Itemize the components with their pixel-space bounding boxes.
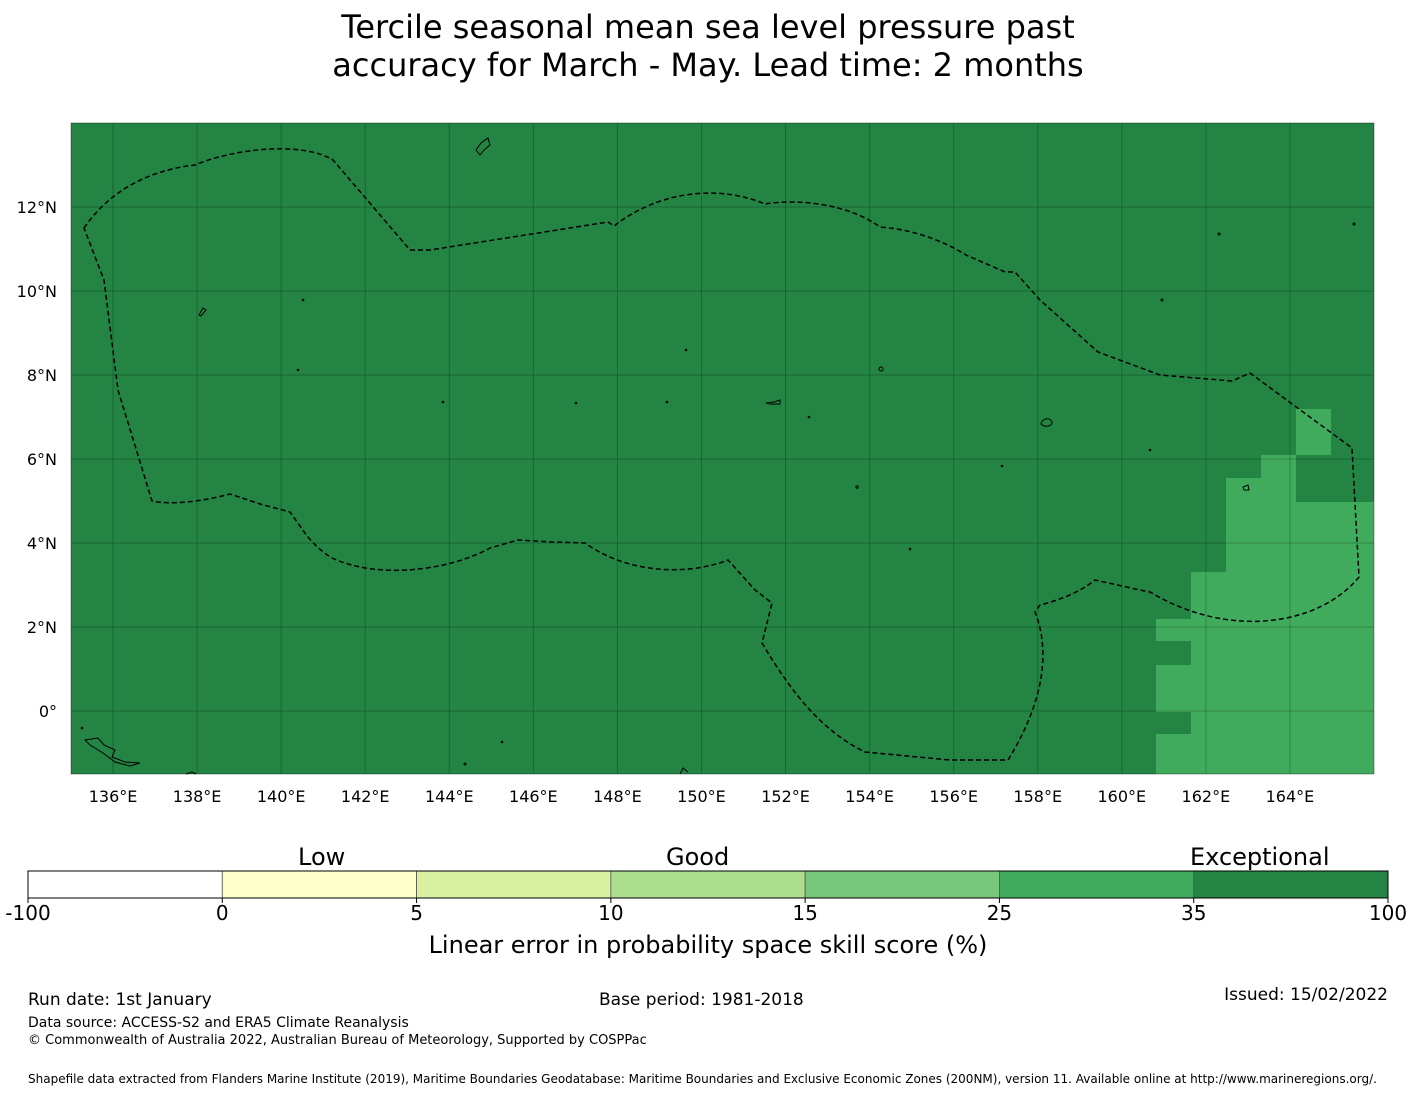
colorbar-group-low: Low <box>298 843 346 871</box>
skill-cell <box>1296 455 1374 502</box>
longitude-tick-label: 138°E <box>173 787 222 806</box>
islet-outline <box>441 400 445 404</box>
longitude-tick-label: 156°E <box>929 787 978 806</box>
colorbar-tick-label: 35 <box>1181 901 1206 925</box>
islet-outline <box>80 726 84 730</box>
colorbar-segment <box>221 870 417 899</box>
longitude-tick-label: 154°E <box>845 787 894 806</box>
colorbar-segment <box>804 870 1000 899</box>
chart-title-line-2: accuracy for March - May. Lead time: 2 m… <box>332 46 1084 84</box>
longitude-tick-label: 142°E <box>341 787 390 806</box>
colorbar-group-exceptional: Exceptional <box>1190 843 1330 871</box>
longitude-tick-label: 146°E <box>509 787 558 806</box>
latitude-tick-label: 0° <box>39 702 57 721</box>
islet-outline <box>1000 464 1004 468</box>
latitude-tick-label: 10°N <box>17 282 57 301</box>
colorbar-segment <box>416 870 612 899</box>
issued-date: Issued: 15/02/2022 <box>1224 985 1388 1005</box>
latitude-tick-label: 2°N <box>27 618 57 637</box>
colorbar-tick-label: 25 <box>987 901 1012 925</box>
skill-cell <box>1331 409 1374 456</box>
longitude-tick-label: 162°E <box>1182 787 1231 806</box>
skill-cell <box>1191 572 1374 622</box>
islet-outline <box>296 368 300 372</box>
colorbar-segment <box>27 870 223 899</box>
palau-island-outline <box>198 307 207 317</box>
new-guinea-coast-outline <box>83 737 141 767</box>
islet-outline <box>574 401 578 405</box>
skill-cell <box>1226 501 1374 573</box>
shapefile-credit: Shapefile data extracted from Flanders M… <box>28 1072 1377 1086</box>
colorbar-segment <box>610 870 806 899</box>
longitude-tick-label: 148°E <box>593 787 642 806</box>
longitude-tick-label: 158°E <box>1013 787 1062 806</box>
islet-outline <box>684 348 688 352</box>
skill-cell <box>1156 688 1374 712</box>
longitude-tick-label: 164°E <box>1266 787 1315 806</box>
longitude-tick-labels: 136°E 138°E 140°E 142°E 144°E 146°E 148°E 150°E… <box>89 787 1315 806</box>
islet-outline <box>665 400 669 404</box>
colorbar-tick-label: 15 <box>792 901 817 925</box>
skill-cell <box>1156 734 1374 774</box>
longitude-tick-label: 150°E <box>677 787 726 806</box>
skill-cell <box>1261 455 1296 502</box>
colorbar-segment <box>999 870 1195 899</box>
islet-outline <box>908 547 912 551</box>
guam-island-outline <box>475 137 491 156</box>
run-date: Run date: 1st January <box>28 990 212 1010</box>
kosrae-island-outline <box>1242 484 1250 491</box>
skill-cell <box>1156 619 1374 642</box>
islet-outline <box>679 767 689 775</box>
chart-title-line-1: Tercile seasonal mean sea level pressure… <box>341 8 1075 46</box>
islet-outline <box>878 366 884 372</box>
islet-outline <box>1148 448 1152 452</box>
colorbar: -100 0 5 10 15 25 35 100 <box>5 870 1407 925</box>
skill-category-35-100-patches <box>1121 409 1374 689</box>
copyright-notice: © Commonwealth of Australia 2022, Austra… <box>28 1033 647 1048</box>
land-outlines <box>80 137 1356 775</box>
islet-outline <box>301 298 305 302</box>
latitude-tick-label: 12°N <box>17 198 57 217</box>
islet-outline <box>807 415 811 419</box>
longitude-tick-label: 136°E <box>89 787 138 806</box>
colorbar-tick-label: -100 <box>5 901 50 925</box>
colorbar-tick-label: 10 <box>598 901 623 925</box>
islet-outline <box>185 771 197 775</box>
islet-outline <box>1217 232 1221 236</box>
islet-outline <box>1160 298 1164 302</box>
eez-boundary-line <box>83 148 1360 761</box>
base-period: Base period: 1981-2018 <box>599 990 804 1010</box>
latitude-tick-label: 4°N <box>27 534 57 553</box>
islet-outline <box>765 399 781 405</box>
islet-outline <box>463 762 467 766</box>
islet-outline <box>1352 222 1356 226</box>
latitude-tick-label: 8°N <box>27 366 57 385</box>
longitude-tick-label: 144°E <box>425 787 474 806</box>
islet-outline <box>855 485 859 489</box>
longitude-tick-label: 160°E <box>1097 787 1146 806</box>
longitude-tick-label: 140°E <box>257 787 306 806</box>
map-gridlines <box>71 123 1374 774</box>
latitude-tick-labels: 12°N 10°N 8°N 6°N 4°N 2°N 0° <box>17 198 57 721</box>
longitude-tick-label: 152°E <box>761 787 810 806</box>
skill-cell <box>1121 641 1156 689</box>
colorbar-tick-label: 100 <box>1369 901 1407 925</box>
skill-cell <box>1191 711 1374 735</box>
colorbar-tick-label: 0 <box>216 901 229 925</box>
colorbar-segment <box>1193 870 1389 899</box>
colorbar-axis-label: Linear error in probability space skill … <box>428 931 988 959</box>
skill-cell <box>1156 641 1191 665</box>
map-frame <box>70 122 1375 775</box>
islet-outline <box>500 740 504 744</box>
colorbar-tick-label: 5 <box>410 901 423 925</box>
data-source: Data source: ACCESS-S2 and ERA5 Climate … <box>28 1015 409 1031</box>
colorbar-group-good: Good <box>666 843 730 871</box>
pohnpei-island-outline <box>1040 418 1053 427</box>
latitude-tick-label: 6°N <box>27 450 57 469</box>
colorbar-frame <box>27 870 1389 899</box>
